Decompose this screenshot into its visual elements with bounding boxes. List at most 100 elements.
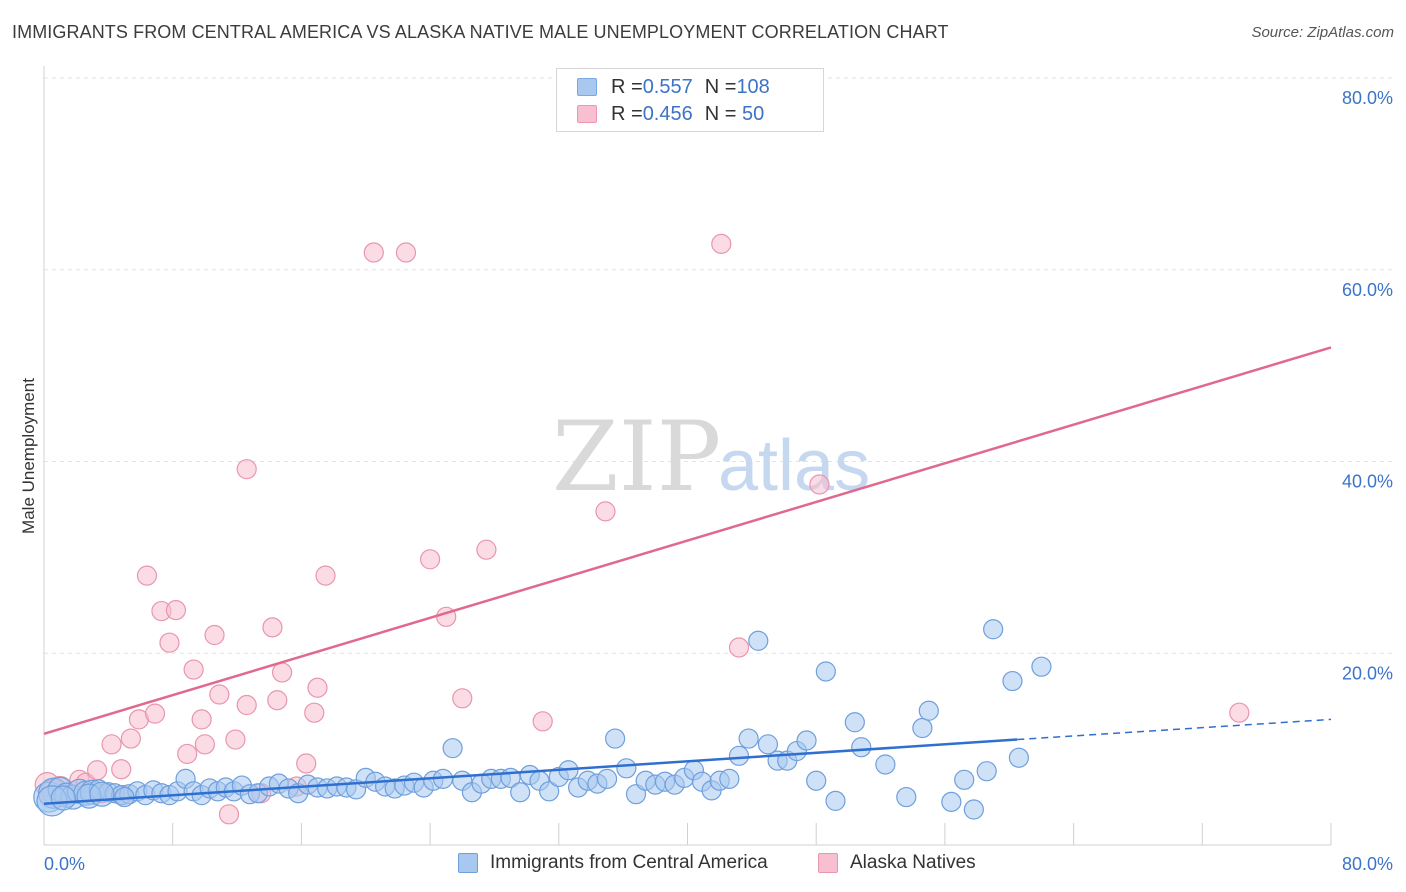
point-alaska-natives [236,694,257,716]
point-alaska-natives [144,703,166,724]
trend-lines [43,346,1332,806]
point-central-america [954,769,975,790]
point-central-america [1008,747,1030,768]
r-value: 0.557 [642,75,693,98]
series-central-america [33,619,1052,820]
axes [43,66,1332,846]
point-central-america [1002,670,1023,692]
series-alaska-natives [34,233,1250,825]
point-alaska-natives [225,729,246,750]
watermark-zip: ZIP [552,401,721,513]
point-central-america [896,786,917,808]
point-central-america [912,717,933,739]
point-central-america [806,770,827,791]
point-central-america [539,781,560,802]
point-central-america [605,728,626,749]
stats-swatch-pink [577,105,597,123]
point-alaska-natives [159,632,180,653]
point-alaska-natives [86,760,108,781]
point-central-america [875,754,896,775]
y-tick-label-1: 40.0% [1342,472,1393,492]
point-central-america [596,768,618,789]
point-central-america [50,785,76,811]
point-central-america [748,630,769,651]
point-alaska-natives [420,549,441,570]
point-alaska-natives [595,501,616,522]
point-central-america [976,761,997,782]
legend-swatch-pink [818,853,838,873]
n-label: N = [704,75,737,98]
point-alaska-natives [136,565,158,586]
point-central-america [796,730,817,751]
stats-legend: R = 0.557 N = 108 R = 0.456 N = 50 [556,68,824,132]
grid-lines [44,77,1393,654]
point-alaska-natives [1229,702,1250,723]
point-alaska-natives [267,690,288,711]
point-alaska-natives [532,711,553,732]
legend-label: Immigrants from Central America [490,852,768,873]
point-alaska-natives [183,659,204,680]
point-alaska-natives [304,702,325,723]
series-legend: Immigrants from Central America Alaska N… [0,852,1406,878]
point-alaska-natives [315,565,336,586]
point-alaska-natives [194,734,215,755]
point-alaska-natives [177,743,198,765]
point-alaska-natives [809,474,830,495]
point-central-america [815,661,836,682]
point-alaska-natives [262,617,283,638]
point-alaska-natives [111,759,132,780]
point-central-america [510,782,531,803]
y-tick-label-3: 80.0% [1342,88,1393,108]
point-central-america [918,700,939,721]
x-tick-label-1: 80.0% [1342,854,1393,874]
x-tick-label-0: 0.0% [44,854,85,874]
point-central-america [738,728,759,749]
point-central-america [1031,656,1052,677]
y-axis-label: Male Unemployment [19,378,38,534]
point-alaska-natives [101,734,122,755]
n-value: 108 [736,75,770,98]
r-label: R = [611,102,643,125]
point-alaska-natives [476,539,497,560]
stats-row-blue: R = 0.557 N = 108 [577,74,770,100]
r-value: 0.456 [642,102,693,125]
point-central-america [728,745,750,766]
point-alaska-natives [218,804,240,825]
point-central-america [442,738,463,759]
y-tick-label-2: 60.0% [1342,280,1393,300]
legend-label: Alaska Natives [850,852,976,873]
point-alaska-natives [209,684,230,705]
point-alaska-natives [120,728,141,749]
point-alaska-natives [711,233,732,254]
legend-item-alaska-natives[interactable]: Alaska Natives [818,852,976,874]
point-alaska-natives [204,624,225,646]
trend-line-central-america-extrapolated [1017,718,1332,741]
point-alaska-natives [296,753,317,774]
point-central-america [757,734,779,755]
source-label: Source: ZipAtlas.com [1251,24,1394,41]
point-central-america [851,737,872,758]
point-alaska-natives [191,709,212,730]
point-central-america [616,758,637,779]
point-central-america [825,790,846,811]
trend-line-alaska-natives [43,346,1332,735]
point-central-america [844,712,865,733]
point-central-america [89,781,115,807]
watermark-atlas: atlas [718,426,870,506]
point-alaska-natives [452,688,473,709]
point-central-america [719,768,740,789]
y-tick-label-0: 20.0% [1342,663,1393,683]
watermark: ZIP atlas [552,401,870,513]
point-central-america [963,799,984,820]
n-value: 50 [736,102,765,125]
legend-swatch-blue [458,853,478,873]
point-central-america [983,619,1004,640]
stats-row-pink: R = 0.456 N = 50 [577,101,764,127]
point-alaska-natives [307,677,328,698]
point-alaska-natives [395,242,417,263]
tick-labels: 20.0% 40.0% 60.0% 80.0% 0.0% 80.0% [44,88,1393,874]
trend-line-central-america [43,738,1018,806]
point-alaska-natives [165,600,187,621]
legend-item-central-america[interactable]: Immigrants from Central America [458,852,768,874]
